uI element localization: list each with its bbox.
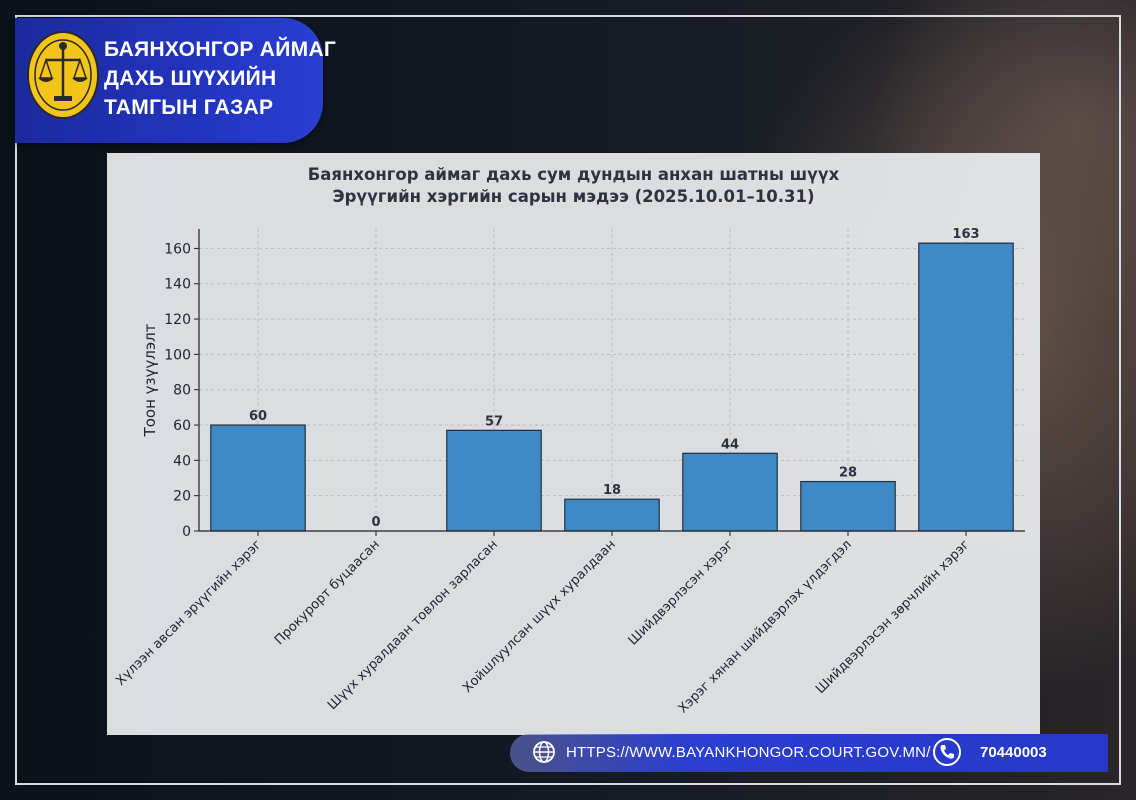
data-label: 18: [603, 483, 621, 498]
y-tick-label: 60: [173, 418, 191, 434]
bar: [210, 424, 306, 532]
footer-bar: [510, 734, 1108, 772]
y-axis-label: Тоон үзүүлэлт: [141, 323, 159, 437]
y-tick-label: 160: [164, 241, 191, 257]
data-label: 57: [485, 414, 503, 429]
y-tick-label: 120: [164, 312, 191, 328]
border-frame: [15, 15, 1121, 785]
data-label: 28: [839, 466, 857, 481]
x-tick-label: Хүлээн авсан эрүүгийн хэрэг: [113, 537, 265, 689]
y-tick-label: 140: [164, 277, 191, 293]
data-label: 60: [249, 409, 267, 424]
data-label: 44: [721, 437, 739, 452]
bar: [918, 242, 1014, 532]
org-name-line-3: ТАМГЫН ГАЗАР: [104, 96, 274, 119]
y-tick-label: 20: [173, 489, 191, 505]
data-label: 0: [371, 515, 380, 530]
website-link[interactable]: HTTPS://WWW.BAYANKHONGOR.COURT.GOV.MN/: [566, 744, 931, 761]
phone-number[interactable]: 70440003: [980, 744, 1047, 761]
x-tick-label: Шийдвэрлэсэн хэрэг: [626, 537, 737, 648]
chart-title-line-2: Эрүүгийн хэргийн сарын мэдээ (2025.10.01…: [332, 187, 815, 206]
bar: [564, 498, 660, 532]
chart-title-line-1: Баянхонгор аймаг дахь сум дундын анхан ш…: [307, 165, 840, 184]
y-tick-label: 0: [182, 524, 191, 540]
y-tick-label: 40: [173, 453, 191, 469]
bar: [682, 452, 778, 532]
y-tick-label: 80: [173, 383, 191, 399]
bar: [446, 429, 542, 532]
org-name-line-2: ДАХЬ ШҮҮХИЙН: [104, 67, 277, 90]
phone-icon: [933, 738, 961, 766]
globe-icon: [533, 741, 555, 763]
y-tick-label: 100: [164, 347, 191, 363]
data-label: 163: [952, 227, 979, 242]
org-name-line-1: БАЯНХОНГОР АЙМАГ: [104, 38, 337, 61]
x-tick-label: Прокурорт буцаасан: [272, 537, 383, 648]
bar: [800, 480, 896, 532]
scales-of-justice-emblem-icon: [27, 31, 99, 119]
